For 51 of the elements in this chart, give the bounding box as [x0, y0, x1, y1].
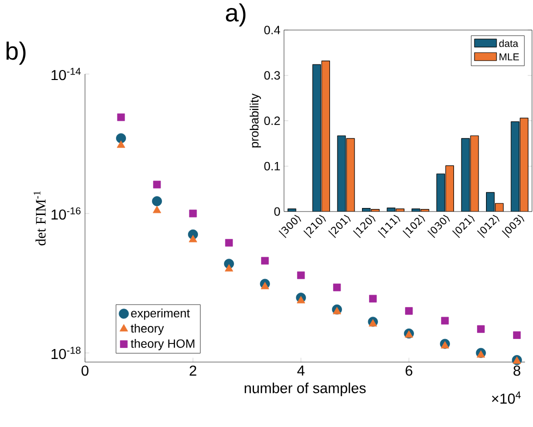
y-tick-label: 0.3 — [264, 71, 280, 80]
y-tick-label: 0.1 — [264, 162, 280, 170]
y-tick-label: 0.4 — [264, 26, 280, 34]
y-tick-label: 0.2 — [264, 116, 280, 126]
point — [152, 206, 162, 214]
point — [476, 350, 486, 358]
bar — [312, 64, 321, 212]
y-tick-label: 10$^{-14}$ — [52, 68, 81, 80]
text: ×10$^{4}$ — [492, 391, 521, 404]
point — [116, 140, 126, 148]
x-tick-label: 0 — [82, 366, 88, 376]
bar — [436, 174, 445, 212]
point — [188, 234, 198, 242]
y-tick-label: 0 — [274, 207, 280, 216]
point — [297, 271, 305, 280]
x-tick-label: 2 — [190, 366, 196, 376]
point — [405, 307, 413, 315]
y-tick-label: 10$^{-18}$ — [52, 346, 81, 360]
legend-label: MLE — [500, 53, 519, 60]
x-tick-label: 4 — [297, 366, 305, 376]
point — [369, 294, 377, 302]
point — [332, 306, 342, 314]
point — [260, 282, 270, 290]
legend-label: theory — [130, 324, 164, 335]
y-tick-label: 10$^{-16}$ — [52, 207, 81, 220]
x-tick-label: 6 — [406, 366, 412, 376]
point — [225, 238, 233, 247]
point — [440, 341, 450, 348]
point — [117, 113, 125, 122]
text: b) — [6, 42, 26, 65]
point — [224, 264, 234, 272]
x-tick-label: 8 — [514, 366, 520, 376]
bar — [510, 121, 520, 212]
point — [189, 210, 197, 218]
y-axis-title: det FIM$^{-1}$ — [34, 191, 46, 246]
point — [333, 284, 341, 292]
point — [296, 296, 306, 304]
point — [441, 316, 449, 324]
point — [152, 196, 162, 206]
x-axis-title: number of samples — [244, 382, 366, 396]
point — [368, 319, 378, 326]
point — [477, 325, 485, 333]
y-axis-title: probability — [250, 93, 261, 148]
legend-label: theory HOM — [130, 339, 194, 350]
text: a) — [226, 3, 246, 26]
legend-label: data — [499, 40, 518, 48]
legend-label: experiment — [131, 308, 190, 320]
point — [261, 256, 269, 265]
point — [153, 180, 161, 188]
point — [513, 331, 521, 339]
point — [116, 133, 126, 144]
